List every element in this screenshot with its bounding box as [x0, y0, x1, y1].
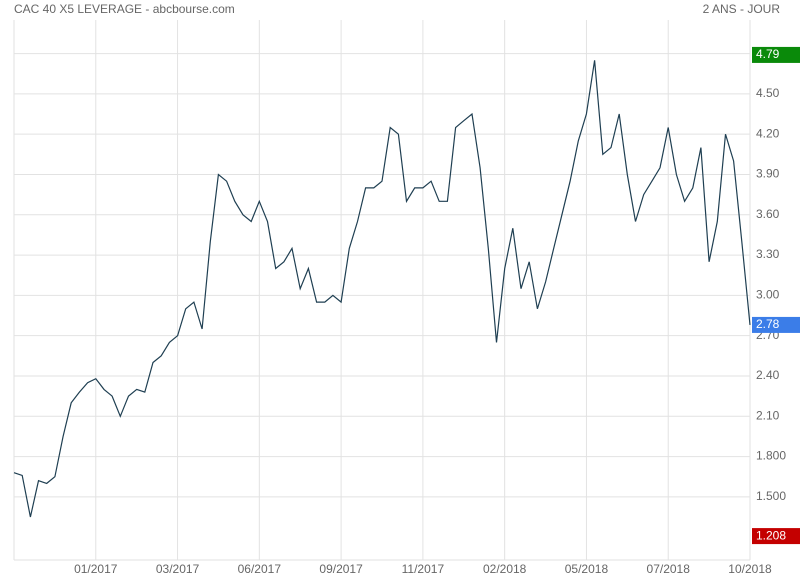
price-line	[13, 60, 751, 518]
x-tick-label: 10/2018	[728, 562, 772, 576]
y-tick-label: 3.00	[756, 288, 780, 302]
chart-subtitle: 2 ANS - JOUR	[703, 2, 781, 16]
y-tick-label: 3.90	[756, 167, 780, 181]
x-tick-label: 03/2017	[156, 562, 200, 576]
price-marker	[752, 316, 800, 333]
x-tick-label: 02/2018	[483, 562, 527, 576]
y-tick-label: 1.800	[756, 449, 786, 463]
price-marker	[752, 528, 800, 545]
x-tick-label: 09/2017	[319, 562, 363, 576]
y-tick-label: 4.50	[756, 86, 780, 100]
price-marker-label: 4.79	[756, 47, 780, 61]
y-tick-label: 2.40	[756, 368, 780, 382]
chart-title: CAC 40 X5 LEVERAGE - abcbourse.com	[14, 2, 235, 16]
price-marker	[752, 46, 800, 63]
x-tick-label: 05/2018	[565, 562, 609, 576]
y-tick-label: 3.60	[756, 207, 780, 221]
x-tick-label: 06/2017	[238, 562, 282, 576]
x-tick-label: 07/2018	[647, 562, 691, 576]
price-marker-label: 2.78	[756, 317, 780, 331]
price-marker-label: 1.208	[756, 528, 786, 542]
y-tick-label: 4.20	[756, 126, 780, 140]
y-tick-label: 3.30	[756, 247, 780, 261]
x-tick-label: 11/2017	[402, 562, 445, 576]
y-tick-label: 1.500	[756, 489, 786, 503]
y-tick-label: 2.10	[756, 408, 780, 422]
x-tick-label: 01/2017	[74, 562, 118, 576]
